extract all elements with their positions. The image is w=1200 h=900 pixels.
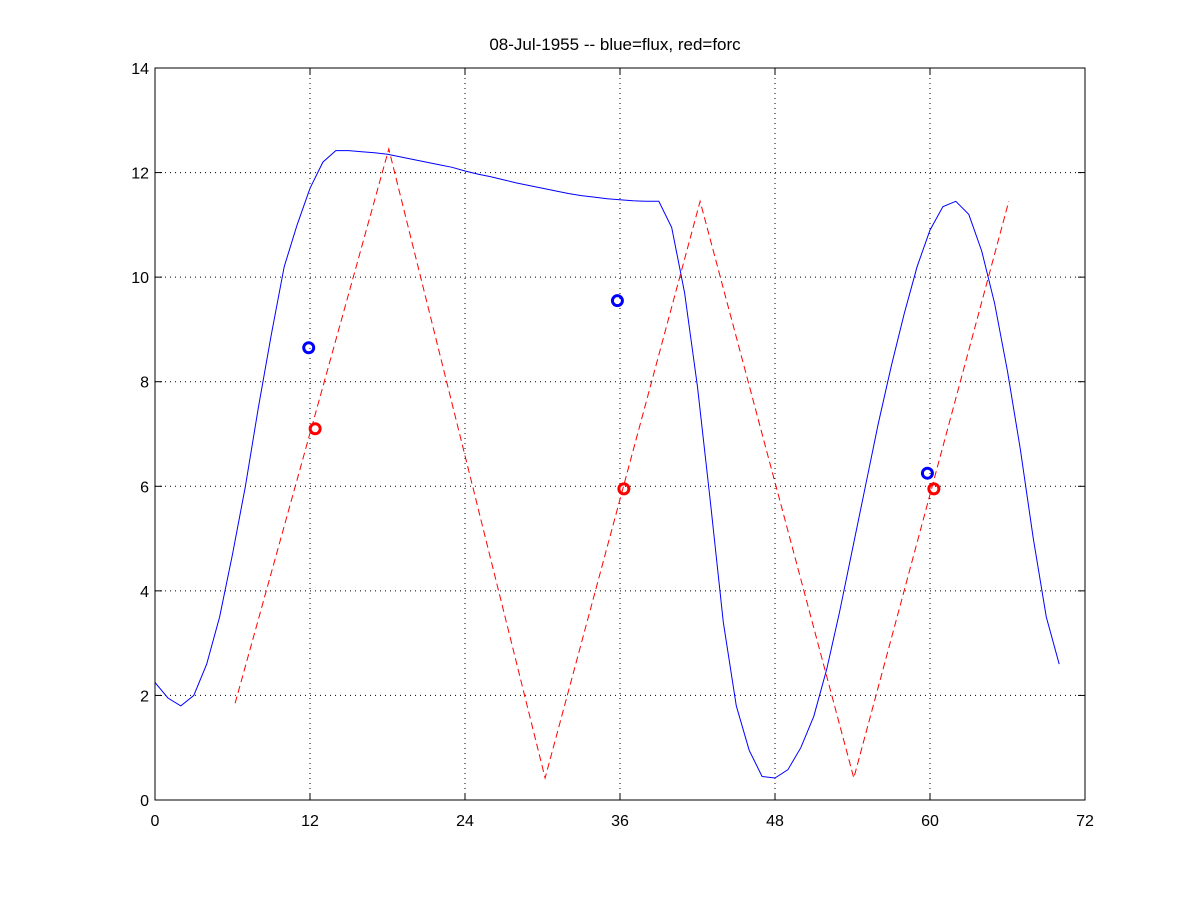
data-marker: [302, 341, 316, 355]
grid: [155, 68, 1085, 800]
y-tick-label: 6: [140, 479, 149, 496]
series-line-2: [234, 147, 1010, 780]
x-tick-label: 48: [766, 813, 784, 830]
x-tick-label: 72: [1076, 813, 1094, 830]
series-group: [154, 147, 1060, 780]
y-tick-label: 12: [131, 166, 149, 183]
data-marker: [920, 466, 934, 480]
y-tick-label: 14: [131, 61, 149, 78]
x-tick-label: 60: [921, 813, 939, 830]
markers-group: [302, 294, 941, 496]
y-tick-label: 2: [140, 688, 149, 705]
y-tick-label: 10: [131, 270, 149, 287]
data-marker: [617, 482, 631, 496]
series-line-1: [154, 150, 1060, 779]
x-tick-label: 36: [611, 813, 629, 830]
y-tick-label: 4: [140, 584, 149, 601]
x-tick-label: 12: [301, 813, 319, 830]
data-marker: [927, 482, 941, 496]
y-tick-label: 8: [140, 375, 149, 392]
x-tick-label: 24: [456, 813, 474, 830]
y-tick-label: 0: [140, 793, 149, 810]
x-tick-label: 0: [151, 813, 160, 830]
data-marker: [610, 294, 624, 308]
chart-title: 08-Jul-1955 -- blue=flux, red=forc: [489, 35, 741, 54]
data-marker: [308, 422, 322, 436]
